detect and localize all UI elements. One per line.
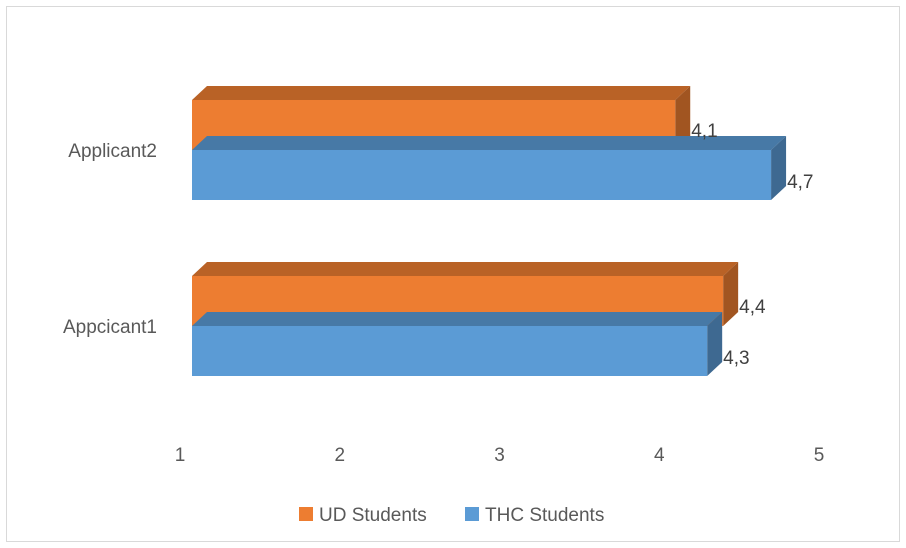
x-axis: Appcicant1 Applicant2 1 2 3 4 5 — [63, 141, 824, 466]
data-label-ud: 4,4 — [739, 297, 766, 318]
x-tick-label: 3 — [494, 445, 505, 466]
category-label: Applicant2 — [68, 141, 157, 162]
x-tick-label: 2 — [334, 445, 345, 466]
bar-thc-1-top-face — [192, 312, 723, 326]
legend-label: THC Students — [485, 505, 604, 526]
x-tick-label: 1 — [175, 445, 186, 466]
category-label: Appcicant1 — [63, 317, 157, 338]
legend-swatch — [465, 507, 479, 521]
bar-ud-1-top-face — [192, 262, 739, 276]
legend-swatch — [299, 507, 313, 521]
x-tick-label: 5 — [814, 445, 825, 466]
bar-ud-1-side-face — [723, 262, 739, 326]
x-tick-label: 4 — [654, 445, 665, 466]
legend: UD Students THC Students — [299, 505, 604, 526]
bar-thc-2-top-face — [192, 136, 787, 150]
bar-thc-1-side-face — [707, 312, 723, 376]
labels-layer: 4,4 4,3 4,1 4,7 — [691, 121, 813, 369]
legend-label: UD Students — [319, 505, 427, 526]
bar-thc-2 — [192, 150, 772, 200]
bars-layer — [192, 86, 787, 376]
data-label-thc: 4,3 — [723, 348, 749, 369]
bar-thc-2-side-face — [771, 136, 787, 200]
data-label-ud: 4,1 — [691, 121, 717, 142]
bar-thc-1 — [192, 326, 708, 376]
bar-ud-2-side-face — [675, 86, 691, 150]
bar-ud-2-top-face — [192, 86, 691, 100]
data-label-thc: 4,7 — [787, 172, 813, 193]
